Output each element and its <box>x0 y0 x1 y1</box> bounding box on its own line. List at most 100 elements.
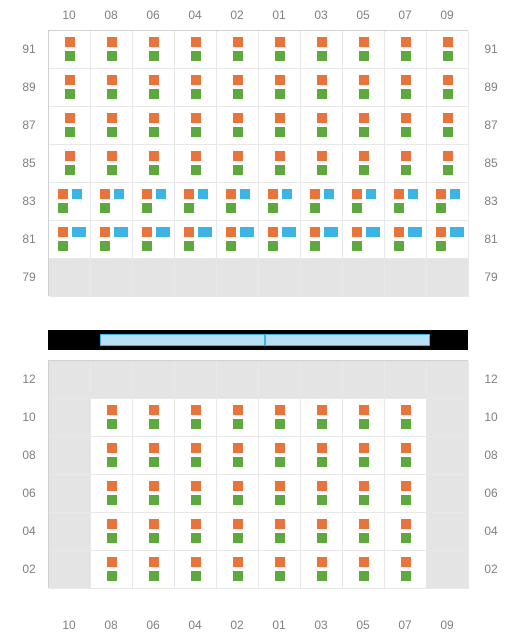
marker-orange <box>359 519 369 529</box>
marker-orange <box>275 405 285 415</box>
cell <box>301 221 343 259</box>
cell <box>217 361 259 399</box>
marker-orange <box>149 405 159 415</box>
cell <box>385 183 427 221</box>
cell <box>49 475 91 513</box>
cell <box>427 513 469 551</box>
cell <box>133 221 175 259</box>
cell <box>133 183 175 221</box>
cell <box>301 69 343 107</box>
cell <box>49 437 91 475</box>
marker-green <box>58 203 68 213</box>
marker-orange <box>149 443 159 453</box>
marker-orange <box>191 75 201 85</box>
marker-green <box>317 51 327 61</box>
marker-orange <box>107 405 117 415</box>
cell <box>427 31 469 69</box>
cell <box>301 437 343 475</box>
marker-green <box>233 165 243 175</box>
marker-green <box>352 241 362 251</box>
marker-orange <box>149 557 159 567</box>
marker-orange <box>149 481 159 491</box>
marker-green <box>149 51 159 61</box>
col-header-bottom: 01 <box>259 618 299 632</box>
marker-green <box>310 203 320 213</box>
marker-green <box>352 203 362 213</box>
marker-blue <box>72 189 82 199</box>
col-header-top: 09 <box>427 8 467 22</box>
cell <box>175 31 217 69</box>
marker-orange <box>275 443 285 453</box>
marker-green <box>401 165 411 175</box>
marker-green <box>191 457 201 467</box>
marker-orange <box>58 227 68 237</box>
marker-orange <box>401 557 411 567</box>
marker-orange <box>401 405 411 415</box>
cell <box>427 361 469 399</box>
marker-blue <box>408 227 422 237</box>
marker-green <box>401 533 411 543</box>
marker-orange <box>352 227 362 237</box>
col-header-top: 05 <box>343 8 383 22</box>
marker-orange <box>226 227 236 237</box>
marker-blue <box>156 227 170 237</box>
marker-green <box>359 533 369 543</box>
marker-green <box>233 127 243 137</box>
row-label-right: 81 <box>476 232 506 246</box>
marker-green <box>443 127 453 137</box>
cell <box>301 551 343 589</box>
cell <box>259 513 301 551</box>
cell <box>427 145 469 183</box>
marker-green <box>268 203 278 213</box>
marker-green <box>443 51 453 61</box>
cell <box>259 551 301 589</box>
cell <box>385 69 427 107</box>
cell <box>217 399 259 437</box>
row-label-right: 87 <box>476 118 506 132</box>
marker-orange <box>401 75 411 85</box>
col-header-bottom: 07 <box>385 618 425 632</box>
row-label-right: 79 <box>476 270 506 284</box>
cell <box>259 145 301 183</box>
marker-green <box>233 51 243 61</box>
cell <box>343 475 385 513</box>
marker-green <box>65 89 75 99</box>
row-label-left: 04 <box>14 524 44 538</box>
marker-orange <box>149 113 159 123</box>
cell <box>259 259 301 297</box>
marker-green <box>107 165 117 175</box>
row-label-left: 87 <box>14 118 44 132</box>
marker-orange <box>443 37 453 47</box>
marker-green <box>275 51 285 61</box>
marker-green <box>107 89 117 99</box>
marker-orange <box>401 37 411 47</box>
cell <box>427 399 469 437</box>
cell <box>175 259 217 297</box>
col-header-bottom: 06 <box>133 618 173 632</box>
marker-orange <box>191 151 201 161</box>
cell <box>91 221 133 259</box>
cell <box>133 513 175 551</box>
marker-green <box>107 533 117 543</box>
marker-orange <box>65 113 75 123</box>
cell <box>217 145 259 183</box>
marker-green <box>317 419 327 429</box>
marker-green <box>191 495 201 505</box>
cell <box>385 31 427 69</box>
marker-orange <box>268 189 278 199</box>
marker-green <box>191 571 201 581</box>
marker-green <box>149 127 159 137</box>
marker-blue <box>114 227 128 237</box>
col-header-top: 08 <box>91 8 131 22</box>
cell <box>133 69 175 107</box>
cell <box>133 107 175 145</box>
marker-green <box>107 419 117 429</box>
marker-green <box>359 495 369 505</box>
cell <box>133 399 175 437</box>
marker-blue <box>240 227 254 237</box>
marker-orange <box>233 37 243 47</box>
cell <box>385 475 427 513</box>
marker-orange <box>65 151 75 161</box>
cell <box>427 259 469 297</box>
cell <box>91 513 133 551</box>
